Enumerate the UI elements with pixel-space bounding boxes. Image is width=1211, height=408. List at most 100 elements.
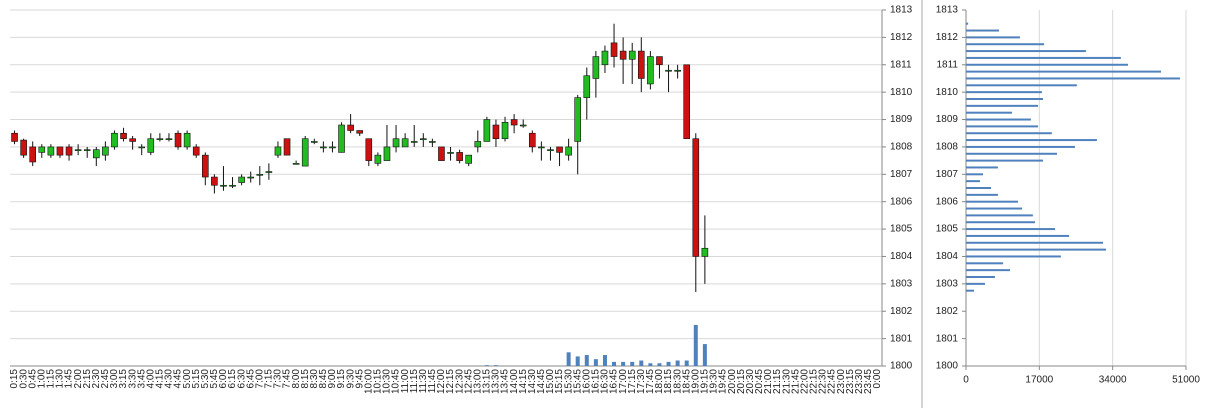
- x-tick-label: 1:30: [55, 369, 66, 389]
- y-tick-label: 1809: [890, 114, 913, 125]
- candle-body: [338, 124, 345, 153]
- candle-body: [501, 121, 509, 140]
- candle-body: [356, 130, 364, 134]
- x-tick-label: 51000: [1172, 375, 1200, 386]
- x-tick-label: 1:15: [46, 369, 57, 389]
- x-tick-label: 0:30: [18, 369, 29, 389]
- x-tick-label: 10:00: [363, 369, 374, 394]
- volume-bar: [648, 363, 653, 366]
- candle-body: [47, 146, 55, 156]
- y-tick-label: 1813: [890, 5, 913, 16]
- candle-body: [474, 141, 482, 148]
- bar: [966, 234, 1070, 237]
- x-tick-label: 6:30: [236, 369, 247, 389]
- volume-bar: [584, 355, 589, 366]
- candle-body: [11, 132, 18, 142]
- x-tick-label: 7:45: [282, 369, 293, 389]
- bar: [966, 56, 1121, 59]
- x-tick-label: 11:15: [409, 369, 420, 394]
- x-tick-label: 9:45: [354, 369, 365, 389]
- candle-body: [665, 69, 672, 72]
- x-tick-label: 1:45: [64, 369, 75, 389]
- bar: [966, 50, 1086, 53]
- candle-body: [510, 119, 518, 126]
- x-tick-label: 16:15: [591, 369, 602, 394]
- candle-body: [683, 64, 691, 140]
- y-tick-label: 1809: [936, 114, 959, 125]
- candle-body: [438, 146, 445, 161]
- candle-body: [229, 184, 236, 187]
- x-tick-label: 19:30: [709, 369, 720, 394]
- x-tick-label: 23:00: [836, 369, 847, 394]
- bar: [966, 70, 1161, 73]
- candle-body: [429, 141, 436, 143]
- x-tick-label: 7:15: [264, 369, 275, 389]
- candle-body: [65, 146, 73, 156]
- x-tick-label: 5:00: [182, 369, 193, 389]
- x-tick-label: 19:45: [718, 369, 729, 394]
- candle-body: [183, 132, 191, 148]
- x-tick-label: 8:15: [300, 369, 311, 389]
- x-tick-label: 21:15: [772, 369, 783, 394]
- candle-body: [647, 56, 654, 85]
- x-tick-label: 16:30: [600, 369, 611, 394]
- x-tick-label: 1:00: [36, 369, 47, 389]
- x-tick-label: 2:15: [82, 369, 93, 389]
- y-tick-label: 1808: [890, 142, 913, 153]
- x-tick-label: 4:00: [145, 369, 156, 389]
- candle-body: [56, 146, 64, 156]
- y-tick-label: 1803: [890, 278, 913, 289]
- x-tick-label: 0:00: [872, 369, 883, 389]
- x-tick-label: 14:30: [527, 369, 538, 394]
- candle-body: [283, 138, 291, 156]
- bar: [966, 84, 1077, 87]
- x-tick-label: 14:00: [509, 369, 520, 394]
- bar: [966, 180, 981, 183]
- candle-body: [29, 146, 37, 163]
- bar: [966, 159, 1043, 162]
- candle-body: [528, 132, 536, 148]
- candle-body: [20, 139, 27, 156]
- volume-bar: [602, 355, 607, 366]
- x-tick-label: 0:15: [9, 369, 20, 389]
- x-tick-label: 9:00: [327, 369, 338, 389]
- bar: [966, 221, 1036, 224]
- y-tick-label: 1800: [936, 361, 959, 372]
- x-tick-label: 21:30: [781, 369, 792, 394]
- x-tick-label: 3:00: [109, 369, 120, 389]
- x-tick-label: 22:30: [818, 369, 829, 394]
- x-tick-label: 18:15: [663, 369, 674, 394]
- y-tick-label: 1807: [936, 169, 959, 180]
- x-tick-label: 18:30: [672, 369, 683, 394]
- candle-body: [583, 75, 591, 98]
- volume-bar: [693, 324, 698, 366]
- bar: [966, 255, 1061, 258]
- candle-body: [483, 119, 491, 142]
- x-tick-label: 6:45: [245, 369, 256, 389]
- volume-bar: [612, 361, 617, 366]
- candle-body: [637, 50, 645, 79]
- candle-body: [156, 138, 164, 141]
- candle-body: [165, 138, 173, 141]
- candle-body: [247, 176, 255, 179]
- x-tick-label: 0:45: [27, 369, 38, 389]
- bar: [966, 207, 1023, 210]
- volume-bar: [484, 365, 489, 366]
- x-tick-label: 16:00: [581, 369, 592, 394]
- bar: [966, 145, 1075, 148]
- x-tick-label: 11:45: [427, 369, 438, 394]
- candle-body: [674, 69, 681, 72]
- candle-body: [201, 154, 209, 178]
- y-tick-label: 1805: [936, 224, 959, 235]
- x-tick-label: 14:15: [518, 369, 529, 394]
- x-tick-label: 16:45: [609, 369, 620, 394]
- x-tick-label: 22:00: [799, 369, 810, 394]
- bar: [966, 63, 1128, 66]
- candle-body: [220, 184, 227, 187]
- y-tick-label: 1802: [936, 306, 959, 317]
- x-tick-label: 3:15: [118, 369, 129, 389]
- candle-body: [701, 247, 709, 257]
- x-tick-label: 8:00: [291, 369, 302, 389]
- x-tick-label: 5:30: [200, 369, 211, 389]
- x-tick-label: 9:15: [336, 369, 347, 389]
